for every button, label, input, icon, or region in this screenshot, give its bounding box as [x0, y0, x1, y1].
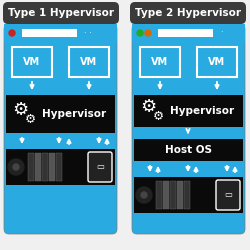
- FancyBboxPatch shape: [216, 180, 240, 210]
- Text: ⚙: ⚙: [24, 112, 36, 126]
- Bar: [132, 24, 245, 42]
- FancyBboxPatch shape: [3, 2, 119, 24]
- Text: VM: VM: [24, 57, 40, 67]
- Bar: [156, 181, 162, 209]
- Circle shape: [137, 30, 143, 36]
- Text: Type 1 Hypervisor: Type 1 Hypervisor: [8, 8, 114, 18]
- Bar: [170, 181, 176, 209]
- Bar: [134, 177, 243, 213]
- Bar: [163, 181, 169, 209]
- Text: Hypervisor: Hypervisor: [170, 106, 234, 116]
- FancyBboxPatch shape: [4, 24, 117, 234]
- Bar: [197, 47, 237, 77]
- Bar: [184, 181, 190, 209]
- Bar: [158, 29, 213, 37]
- Bar: [35, 153, 41, 181]
- Bar: [6, 149, 115, 185]
- Circle shape: [13, 164, 19, 170]
- Bar: [6, 95, 115, 133]
- Bar: [42, 153, 48, 181]
- Text: ▭: ▭: [224, 190, 232, 200]
- Text: Type 2 Hypervisor: Type 2 Hypervisor: [135, 8, 241, 18]
- Text: Hypervisor: Hypervisor: [42, 109, 106, 119]
- Bar: [28, 153, 34, 181]
- Text: ·: ·: [220, 28, 223, 38]
- Circle shape: [136, 187, 152, 203]
- Text: · ·: · ·: [84, 28, 92, 38]
- Bar: [49, 153, 55, 181]
- Circle shape: [8, 159, 24, 175]
- Bar: [12, 47, 52, 77]
- Bar: [22, 29, 77, 37]
- Circle shape: [9, 30, 15, 36]
- FancyBboxPatch shape: [130, 2, 246, 24]
- Text: ⚙: ⚙: [152, 110, 164, 122]
- Text: ▭: ▭: [96, 162, 104, 172]
- FancyBboxPatch shape: [132, 24, 245, 234]
- Bar: [134, 95, 243, 127]
- Bar: [134, 139, 243, 161]
- Bar: [69, 47, 109, 77]
- Circle shape: [145, 30, 151, 36]
- Text: VM: VM: [152, 57, 168, 67]
- Bar: [4, 24, 117, 42]
- Text: ⚙: ⚙: [12, 101, 28, 119]
- Text: VM: VM: [208, 57, 226, 67]
- FancyBboxPatch shape: [88, 152, 112, 182]
- Text: VM: VM: [80, 57, 98, 67]
- Bar: [56, 153, 62, 181]
- Text: ⚙: ⚙: [140, 98, 156, 116]
- Bar: [140, 47, 180, 77]
- Text: Host OS: Host OS: [165, 145, 212, 155]
- Bar: [177, 181, 183, 209]
- Circle shape: [141, 192, 147, 198]
